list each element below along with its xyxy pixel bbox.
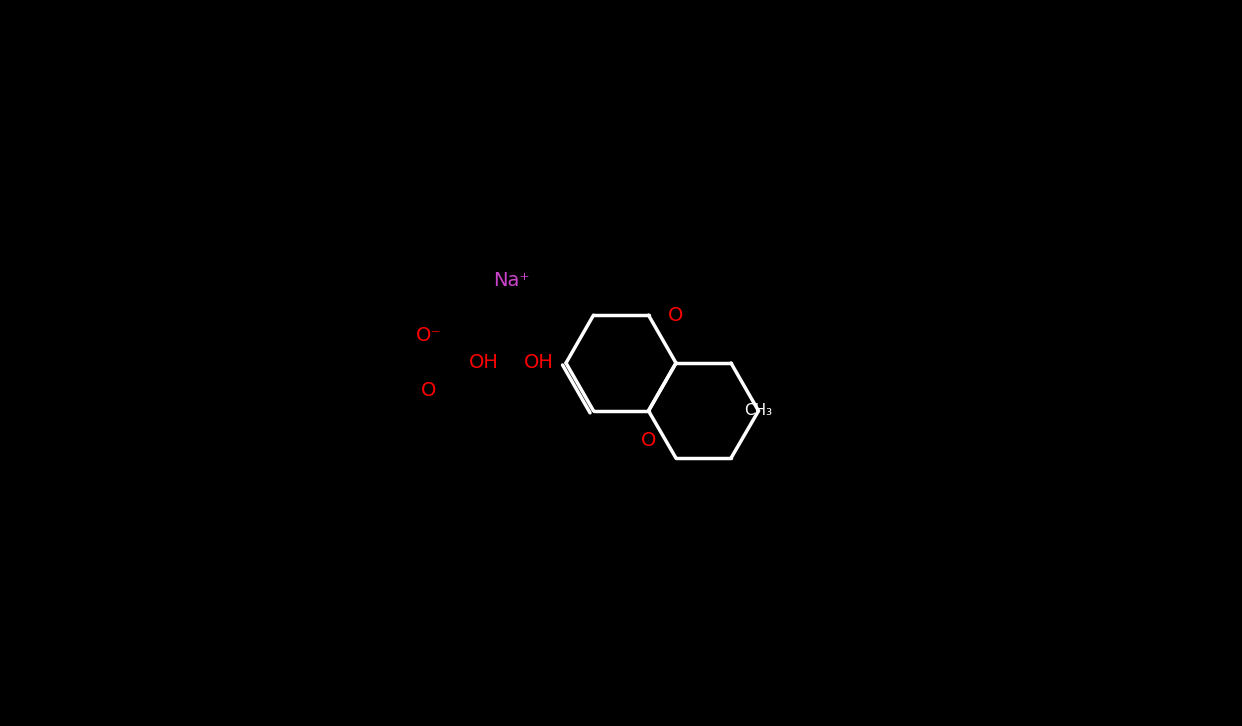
Text: Na⁺: Na⁺ bbox=[493, 271, 529, 290]
Text: O: O bbox=[421, 381, 436, 400]
Text: O: O bbox=[668, 306, 683, 325]
Text: O⁻: O⁻ bbox=[416, 326, 441, 345]
Text: OH: OH bbox=[468, 354, 498, 372]
Text: O: O bbox=[641, 431, 656, 450]
Text: OH: OH bbox=[524, 354, 554, 372]
Text: CH₃: CH₃ bbox=[744, 404, 773, 418]
